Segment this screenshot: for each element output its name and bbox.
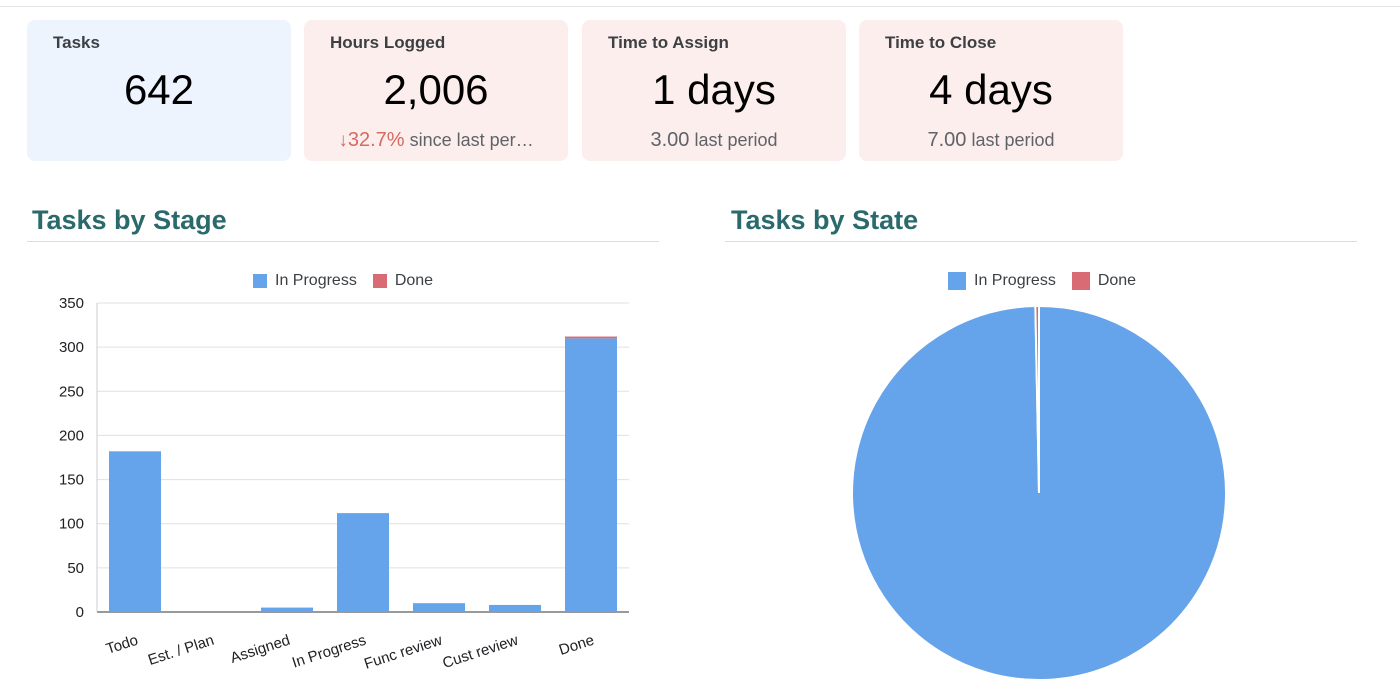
state-chart-legend: In Progress Done (948, 272, 1152, 290)
state-pie-chart (851, 304, 1227, 681)
legend-item-done[interactable]: Done (372, 272, 434, 290)
top-divider (0, 6, 1400, 7)
legend-item-in-progress[interactable]: In Progress (253, 272, 357, 290)
y-tick-label: 100 (59, 516, 84, 533)
kpi-card-time-to-assign[interactable]: Time to Assign 1 days 3.00 last period (582, 20, 846, 161)
bar-in-progress[interactable] (337, 513, 389, 612)
stage-chart-title: Tasks by Stage (32, 205, 227, 235)
kpi-comparison-text: since last per… (404, 130, 534, 150)
kpi-card-time-to-close[interactable]: Time to Close 4 days 7.00 last period (859, 20, 1123, 161)
bar-in-progress[interactable] (109, 451, 161, 612)
state-chart-title: Tasks by State (731, 205, 919, 235)
legend-swatch-done (372, 274, 387, 288)
kpi-previous-value: 3.00 (650, 129, 690, 151)
legend-label: In Progress (275, 272, 357, 289)
kpi-card-tasks[interactable]: Tasks 642 (27, 20, 291, 161)
bar-in-progress[interactable] (261, 607, 313, 612)
pie-slice-done[interactable] (1034, 304, 1040, 494)
x-category-label: Done (557, 632, 596, 659)
kpi-title: Time to Close (885, 33, 997, 52)
kpi-comparison: ↓32.7% since last per… (304, 129, 568, 152)
kpi-value: 642 (123, 66, 195, 113)
kpi-title: Tasks (53, 33, 100, 52)
bar-in-progress[interactable] (489, 604, 541, 612)
bar-in-progress[interactable] (565, 338, 617, 612)
bar-done[interactable] (565, 336, 617, 339)
kpi-value: 4 days (929, 66, 1053, 113)
stage-chart-legend: In Progress Done (253, 272, 449, 290)
arrow-down-icon: ↓ (338, 130, 348, 151)
y-tick-label: 0 (76, 604, 84, 621)
x-category-label: Assigned (228, 632, 292, 667)
x-category-label: Est. / Plan (146, 632, 216, 669)
x-category-label: Func review (362, 632, 444, 673)
x-category-label: In Progress (290, 632, 368, 672)
stage-title-divider (27, 241, 659, 242)
kpi-value: 2,006 (383, 66, 489, 113)
x-category-label: Cust review (440, 632, 520, 672)
y-tick-label: 350 (59, 295, 84, 312)
kpi-comparison: 3.00 last period (582, 129, 846, 152)
legend-item-in-progress[interactable]: In Progress (948, 272, 1056, 290)
stage-bar-chart: 0 50 100 150 200 250 300 350 Todo Est. / Plan Assi… (59, 295, 629, 673)
legend-swatch-in-progress (253, 274, 267, 288)
kpi-comparison-text: last period (966, 130, 1055, 150)
kpi-delta: 32.7% (347, 129, 405, 151)
y-tick-label: 200 (59, 427, 84, 444)
kpi-title: Hours Logged (330, 33, 446, 52)
kpi-previous-value: 7.00 (927, 129, 967, 151)
bar-in-progress[interactable] (413, 603, 465, 612)
y-tick-label: 250 (59, 383, 84, 400)
legend-swatch-done (1071, 272, 1090, 290)
kpi-card-hours-logged[interactable]: Hours Logged 2,006 ↓32.7% since last per… (304, 20, 568, 161)
kpi-comparison: 7.00 last period (859, 129, 1123, 152)
legend-swatch-in-progress (948, 272, 966, 290)
legend-item-done[interactable]: Done (1071, 272, 1137, 290)
legend-label: Done (394, 272, 434, 289)
y-tick-label: 300 (59, 339, 84, 356)
x-category-label: Todo (104, 632, 140, 658)
legend-label: Done (1097, 272, 1137, 289)
kpi-title: Time to Assign (608, 33, 729, 52)
y-tick-label: 50 (67, 560, 84, 577)
kpi-comparison-text: last period (689, 130, 778, 150)
y-tick-label: 150 (59, 472, 84, 489)
legend-label: In Progress (974, 272, 1056, 289)
state-title-divider (725, 241, 1357, 242)
kpi-value: 1 days (652, 66, 776, 113)
